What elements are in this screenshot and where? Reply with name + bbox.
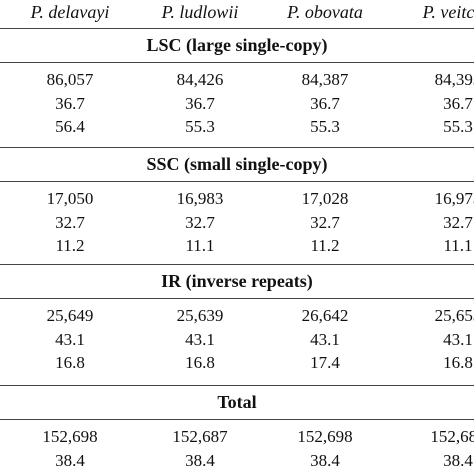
cell: 26,642 [301, 306, 349, 325]
cell: 38.4 [310, 450, 340, 470]
cell: 16.8 [443, 353, 473, 372]
cell: 84,393 [434, 70, 474, 89]
rule [0, 298, 474, 299]
rule [0, 62, 474, 63]
rule [0, 385, 474, 386]
rule [0, 147, 474, 148]
cell: 25,639 [176, 306, 224, 325]
rule [0, 419, 474, 420]
cell: 25,653 [434, 306, 474, 325]
cell: 32.7 [310, 212, 340, 232]
cell: 11.1 [443, 236, 473, 255]
section-title: IR (inverse repeats) [161, 271, 313, 291]
cell: 16,973 [434, 189, 474, 208]
cell: 36.7 [185, 93, 215, 113]
section-title: LSC (large single-copy) [146, 35, 328, 55]
cell: 16.8 [55, 353, 85, 372]
cell: 36.7 [443, 93, 473, 113]
cell: 43.1 [310, 329, 340, 349]
cell: 84,387 [301, 70, 349, 89]
cell: 86,057 [46, 70, 94, 89]
cell: 56.4 [55, 117, 85, 136]
cell: 152,687 [430, 427, 474, 446]
column-header: P. veitchii [422, 2, 474, 22]
cell: 152,698 [42, 427, 98, 446]
cell: 17,050 [46, 189, 94, 208]
cell: 36.7 [310, 93, 340, 113]
cell: 11.2 [310, 236, 340, 255]
section-title: Total [217, 392, 257, 412]
column-header: P. delavayi [30, 2, 110, 22]
cell: 17,028 [301, 189, 349, 208]
section-title: SSC (small single-copy) [146, 154, 328, 174]
cell: 17.4 [310, 353, 340, 372]
cell: 55.3 [185, 117, 215, 136]
cell: 32.7 [55, 212, 85, 232]
rule [0, 181, 474, 182]
rule [0, 28, 474, 29]
cell: 152,698 [297, 427, 353, 446]
cell: 38.4 [185, 450, 215, 470]
cell: 43.1 [443, 329, 473, 349]
cell: 55.3 [443, 117, 473, 136]
cell: 16.8 [185, 353, 215, 372]
rule [0, 264, 474, 265]
column-header: P. ludlowii [161, 2, 239, 22]
cell: 152,687 [172, 427, 228, 446]
cell: 43.1 [55, 329, 85, 349]
cell: 16,983 [176, 189, 224, 208]
cell: 84,426 [176, 70, 224, 89]
cell: 11.2 [55, 236, 85, 255]
column-header: P. obovata [287, 2, 363, 22]
cell: 32.7 [443, 212, 473, 232]
cell: 32.7 [185, 212, 215, 232]
cell: 25,649 [46, 306, 94, 325]
cell: 36.7 [55, 93, 85, 113]
cell: 38.4 [443, 450, 473, 470]
cell: 43.1 [185, 329, 215, 349]
cell: 11.1 [185, 236, 215, 255]
cell: 38.4 [55, 450, 85, 470]
cell: 55.3 [310, 117, 340, 136]
